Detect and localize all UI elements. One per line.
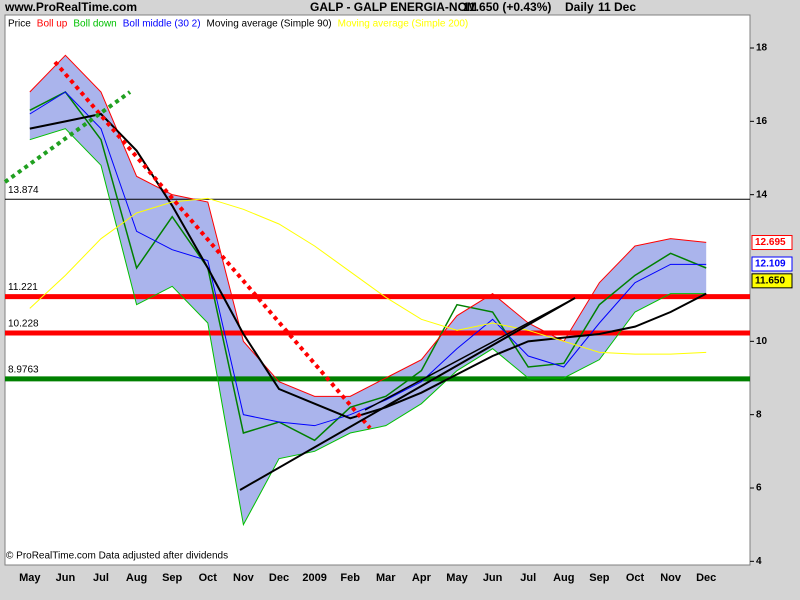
series-line	[29, 54, 707, 397]
level-label: 10.228	[8, 319, 39, 330]
site: www.ProRealTime.com	[4, 0, 137, 14]
x-tick-label: 2009	[302, 572, 326, 584]
series-line	[29, 112, 707, 420]
x-tick-label: Jul	[93, 572, 109, 584]
value-tag-box	[751, 235, 793, 251]
x-tick-label: Oct	[199, 572, 218, 584]
trend-line	[239, 297, 576, 491]
x-tick-label: Dec	[696, 572, 716, 584]
y-tick-label: 14	[756, 189, 768, 200]
y-tick-label: 8	[756, 409, 762, 420]
value-tag: 12.695	[755, 237, 786, 248]
x-tick-label: Aug	[126, 572, 147, 584]
level-label: 13.874	[8, 185, 39, 196]
x-tick-label: Jul	[520, 572, 536, 584]
x-tick-label: May	[19, 572, 41, 584]
y-tick-label: 16	[756, 116, 768, 127]
x-tick-label: Sep	[162, 572, 182, 584]
value-tag: 12.109	[755, 259, 786, 270]
chart-title: GALP - GALP ENERGIA-NOM	[310, 0, 477, 14]
x-tick-label: Jun	[56, 572, 76, 584]
series-line	[29, 197, 707, 355]
series-line	[29, 128, 707, 527]
footer: © ProRealTime.com Data adjusted after di…	[6, 551, 228, 562]
y-tick-label: 4	[756, 556, 762, 567]
x-tick-label: Nov	[660, 572, 682, 584]
x-tick-label: Nov	[233, 572, 255, 584]
level-label: 8.9763	[8, 365, 39, 376]
x-tick-label: Mar	[376, 572, 396, 584]
x-tick-label: Dec	[269, 572, 289, 584]
x-tick-label: May	[446, 572, 468, 584]
x-tick-label: Aug	[553, 572, 574, 584]
value-tag: 11.650	[755, 275, 785, 286]
legend-entry: Moving average (Simple 90)	[207, 19, 332, 30]
date: 11 Dec	[598, 0, 636, 14]
x-tick-label: Oct	[626, 572, 645, 584]
legend-entry: Boll down	[73, 19, 116, 30]
y-tick-label: 18	[756, 43, 768, 54]
trend-line	[364, 297, 576, 411]
legend-entry: Moving average (Simple 200)	[338, 19, 469, 30]
x-tick-label: Apr	[412, 572, 432, 584]
value-tag-box	[751, 273, 793, 289]
x-tick-label: Feb	[340, 572, 360, 584]
period: Daily	[565, 0, 594, 14]
x-tick-label: Sep	[589, 572, 609, 584]
series-line	[29, 91, 707, 442]
level-label: 11.221	[8, 282, 38, 293]
series-line	[29, 91, 707, 427]
value-tag-box	[751, 256, 793, 272]
legend-entry: Boll middle (30 2)	[123, 19, 201, 30]
legend-entry: Price	[8, 19, 31, 30]
last-price: 11.650 (+0.43%)	[463, 0, 551, 14]
trend-line	[53, 60, 372, 430]
y-tick-label: 6	[756, 483, 762, 494]
x-tick-label: Jun	[483, 572, 503, 584]
legend-entry: Boll up	[37, 19, 68, 30]
y-tick-label: 10	[756, 336, 768, 347]
trend-line	[3, 90, 132, 184]
trend-lines	[3, 60, 576, 491]
